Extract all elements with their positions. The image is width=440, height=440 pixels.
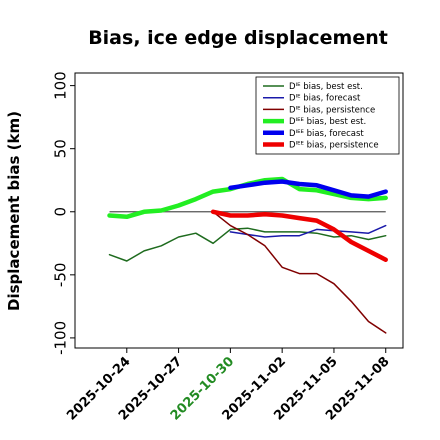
chart-title: Bias, ice edge displacement bbox=[88, 27, 388, 49]
legend-box bbox=[255, 76, 400, 155]
legend-label-4: Dᴵᴱᴱ bias, forecast bbox=[289, 129, 364, 139]
y-axis-label: Displacement bias (km) bbox=[5, 111, 23, 311]
legend: Dᴵᴱ bias, best est.Dᴵᴱ bias, forecastDᴵᴱ… bbox=[255, 76, 400, 155]
series-line-2 bbox=[212, 211, 387, 334]
y-tick-label: -100 bbox=[51, 321, 69, 355]
series-line-4 bbox=[228, 179, 388, 199]
axes-frame bbox=[74, 72, 404, 349]
legend-label-0: Dᴵᴱ bias, best est. bbox=[289, 82, 363, 92]
legend-label-1: Dᴵᴱ bias, forecast bbox=[289, 94, 361, 104]
y-tick-label: 0 bbox=[51, 207, 69, 217]
series-line-0 bbox=[108, 227, 387, 262]
legend-label-2: Dᴵᴱ bias, persistence bbox=[289, 105, 375, 115]
legend-label-3: Dᴵᴱᴱ bias, best est. bbox=[289, 117, 366, 127]
y-tick-label: -50 bbox=[51, 263, 69, 288]
legend-label-5: Dᴵᴱᴱ bias, persistence bbox=[289, 141, 379, 151]
series-line-1 bbox=[229, 224, 387, 238]
series-line-5 bbox=[210, 209, 388, 262]
y-tick-label: 50 bbox=[51, 139, 69, 158]
y-tick-label: 100 bbox=[51, 71, 69, 100]
